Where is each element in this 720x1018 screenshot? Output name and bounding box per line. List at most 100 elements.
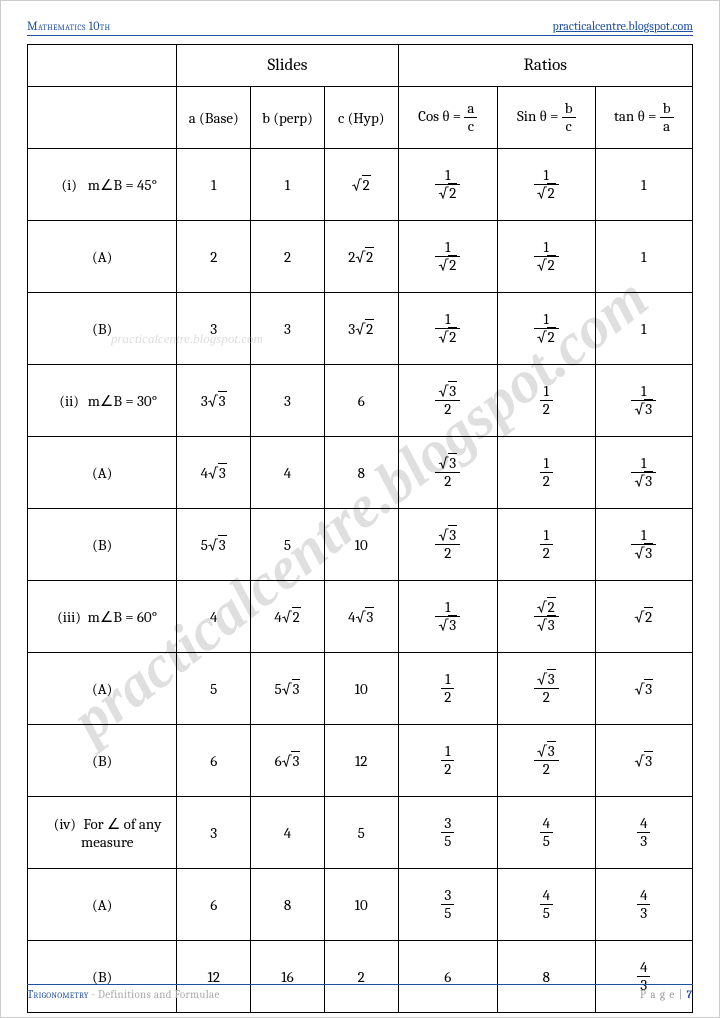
footer-right: P a g e | 7 [640,988,693,1001]
page-footer: Trigonometry - Definitions and Formulae … [27,984,693,1001]
cell-sin: √2√3 [498,581,595,653]
cell-c: 8 [324,437,398,509]
table-row: (B)66√31212√32√3 [28,725,693,797]
tan-frac: ba [660,101,674,134]
cell-a: 2 [177,221,251,293]
footer-topic: Trigonometry [27,988,89,1001]
trig-table: Slides Ratios a (Base) b (perp) c (Hyp) … [27,44,693,1013]
cell-tan: 43 [595,869,692,941]
frac-den: a [660,118,674,134]
cell-tan: 1√3 [595,509,692,581]
cell-c: 12 [324,725,398,797]
table-row: (ii) m∠B = 30°3√336√32121√3 [28,365,693,437]
cell-c: 10 [324,869,398,941]
cell-sin: √32 [498,653,595,725]
cell-cos: 1√2 [398,221,497,293]
cell-cos: 12 [398,725,497,797]
slides-header: Slides [177,45,398,87]
cell-cos: √32 [398,509,497,581]
row-label: (ii) m∠B = 30° [28,365,177,437]
frac-num: b [660,101,674,118]
cell-sin: 8 [498,941,595,1013]
row-label: (B) [28,725,177,797]
cell-tan: 1 [595,221,692,293]
header-right-link[interactable]: practicalcentre.blogspot.com [552,19,693,33]
cell-cos: √32 [398,437,497,509]
row-label: (B) [28,293,177,365]
cell-sin: 1√2 [498,149,595,221]
cell-c: 2√2 [324,221,398,293]
cell-b: 6√3 [251,725,325,797]
col-a: a (Base) [177,87,251,149]
cell-sin: 12 [498,509,595,581]
table-row: (iv) For ∠ of any measure345354543 [28,797,693,869]
cell-c: 6 [324,365,398,437]
cell-tan: 1√3 [595,437,692,509]
col-sin: Sin θ = bc [498,87,595,149]
table-row: (A)4√348√32121√3 [28,437,693,509]
page-label: P a g e | [640,988,687,1001]
col-b: b (perp) [251,87,325,149]
cell-a: 4 [177,581,251,653]
cell-a: 5 [177,653,251,725]
cell-b: 4 [251,437,325,509]
row-label: (iii) m∠B = 60° [28,581,177,653]
cell-c: 2 [324,941,398,1013]
cell-sin: 12 [498,365,595,437]
cell-tan: 43 [595,941,692,1013]
header-left: Mathematics 10th [27,19,110,33]
blank-header [28,45,177,87]
ratios-header: Ratios [398,45,692,87]
cell-tan: √2 [595,581,692,653]
row-label: (iv) For ∠ of any measure [28,797,177,869]
sin-label: Sin θ = [517,107,562,125]
cos-frac: ac [464,101,477,134]
row-label: (A) [28,437,177,509]
blank-header-2 [28,87,177,149]
row-label: (A) [28,869,177,941]
row-label: (i) m∠B = 45° [28,149,177,221]
cell-cos: 12 [398,653,497,725]
cell-tan: 1√3 [595,365,692,437]
cell-c: 5 [324,797,398,869]
table-row: (A)222√21√21√21 [28,221,693,293]
cell-c: 10 [324,653,398,725]
table-row: (i) m∠B = 45°11√21√21√21 [28,149,693,221]
table-row: (A)6810354543 [28,869,693,941]
table-header-row-2: a (Base) b (perp) c (Hyp) Cos θ = ac Sin… [28,87,693,149]
cell-a: 4√3 [177,437,251,509]
row-label: (B) [28,509,177,581]
cell-tan: 1 [595,293,692,365]
cell-b: 8 [251,869,325,941]
cell-tan: 43 [595,797,692,869]
cell-b: 5 [251,509,325,581]
cell-a: 6 [177,725,251,797]
cell-sin: √32 [498,725,595,797]
cell-b: 2 [251,221,325,293]
cell-sin: 45 [498,869,595,941]
cos-label: Cos θ = [418,107,464,125]
cell-c: 3√2 [324,293,398,365]
footer-subtitle: - Definitions and Formulae [89,988,220,1001]
cell-tan: 1 [595,149,692,221]
cell-b: 4√2 [251,581,325,653]
col-cos: Cos θ = ac [398,87,497,149]
cell-c: 10 [324,509,398,581]
cell-tan: √3 [595,653,692,725]
table-row: (B)121626843 [28,941,693,1013]
frac-den: c [464,118,477,134]
cell-b: 3 [251,293,325,365]
cell-cos: 1√2 [398,293,497,365]
cell-b: 4 [251,797,325,869]
cell-b: 5√3 [251,653,325,725]
frac-num: a [464,101,477,118]
cell-sin: 1√2 [498,221,595,293]
cell-b: 16 [251,941,325,1013]
cell-tan: √3 [595,725,692,797]
cell-cos: 1√2 [398,149,497,221]
table-row: (A)55√31012√32√3 [28,653,693,725]
col-tan: tan θ = ba [595,87,692,149]
sin-frac: bc [562,101,576,134]
cell-a: 1 [177,149,251,221]
table-header-row-1: Slides Ratios [28,45,693,87]
